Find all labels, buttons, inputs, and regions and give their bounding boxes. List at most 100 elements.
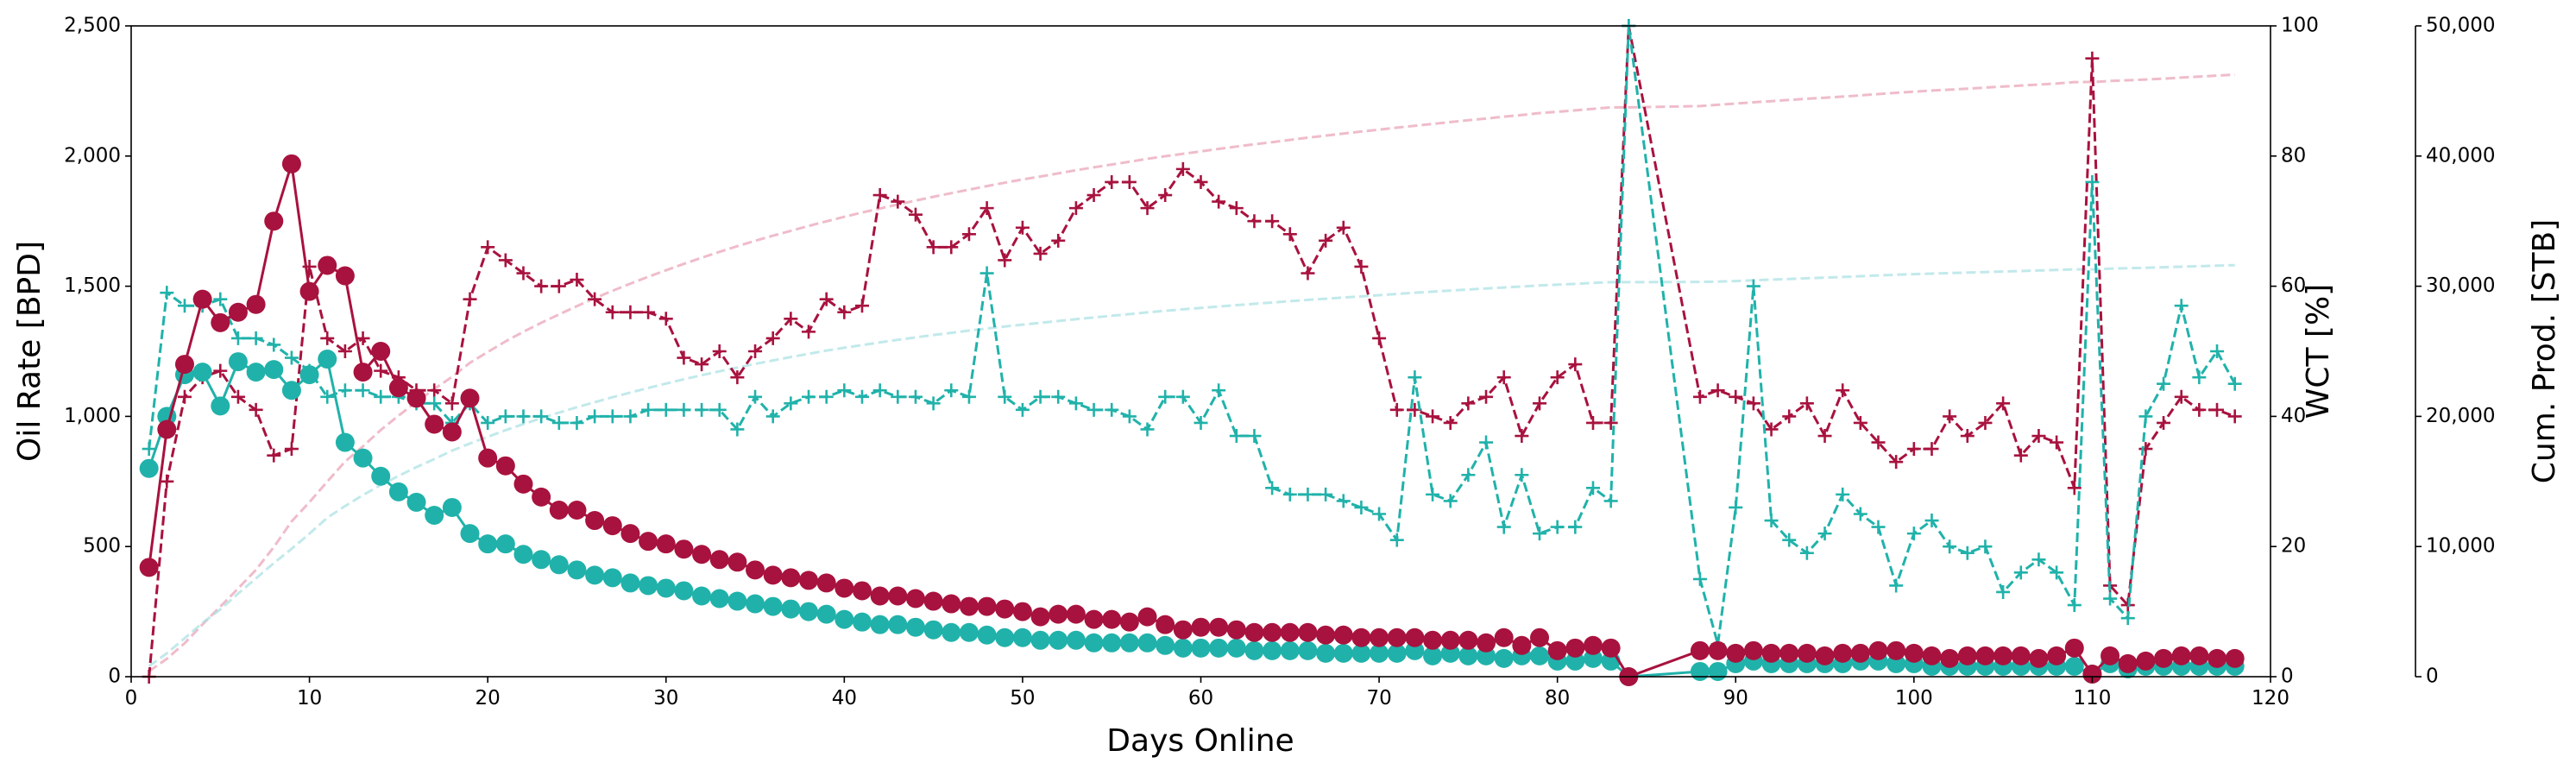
series [142, 19, 2242, 684]
marker [1836, 487, 1850, 501]
marker [513, 545, 533, 564]
marker [2138, 409, 2153, 424]
marker [2120, 611, 2135, 626]
x-tick-label: 0 [125, 687, 138, 709]
marker [620, 573, 640, 593]
marker [835, 578, 854, 598]
marker [1194, 174, 1208, 189]
marker [837, 383, 852, 398]
marker [1336, 220, 1351, 235]
marker [1533, 396, 1547, 411]
marker [2138, 442, 2153, 457]
marker [870, 615, 890, 634]
x-tick-label: 120 [2252, 687, 2289, 709]
marker [267, 448, 281, 463]
marker [1547, 640, 1567, 660]
marker [1710, 383, 1725, 398]
marker [998, 389, 1012, 404]
marker [905, 617, 925, 637]
marker [1015, 402, 1030, 417]
marker [1815, 646, 1835, 665]
marker [139, 458, 159, 478]
marker [1443, 415, 1458, 430]
marker [1122, 409, 1137, 424]
x-tick-label: 10 [297, 687, 322, 709]
marker [1904, 643, 1924, 663]
marker [1351, 627, 1371, 647]
marker [1280, 622, 1300, 642]
y3-axis-label: Cum. Prod. [STB] [2527, 219, 2562, 483]
marker [1405, 640, 1425, 660]
marker [959, 596, 979, 616]
marker [1957, 646, 1977, 665]
y3-tick-label: 20,000 [2426, 405, 2495, 427]
marker [585, 565, 605, 585]
marker [230, 389, 245, 404]
marker [281, 381, 301, 400]
marker [534, 409, 549, 424]
marker [1030, 607, 1050, 627]
marker [2011, 646, 2031, 665]
marker [1012, 602, 1032, 621]
marker [819, 292, 834, 306]
marker [623, 409, 638, 424]
marker [1924, 442, 1939, 457]
marker [1906, 527, 1921, 541]
marker [1387, 643, 1407, 663]
marker [2192, 370, 2207, 385]
marker [926, 240, 941, 255]
marker [2013, 448, 2028, 463]
marker [281, 154, 301, 173]
marker [1477, 633, 1496, 653]
y2-tick-label: 20 [2281, 535, 2306, 558]
marker [656, 578, 676, 598]
marker [1372, 507, 1387, 521]
marker [142, 442, 156, 457]
marker [977, 625, 997, 645]
marker [819, 389, 834, 404]
series-line [148, 163, 2235, 678]
marker [1530, 646, 1550, 665]
marker [1282, 227, 1297, 242]
marker [1049, 630, 1068, 650]
marker [2029, 648, 2049, 668]
marker [641, 305, 656, 319]
marker [2031, 429, 2046, 444]
marker [230, 331, 245, 345]
marker [2050, 565, 2064, 580]
marker [1886, 640, 1906, 660]
marker [335, 266, 355, 286]
marker [139, 558, 159, 577]
marker [532, 487, 551, 507]
marker [406, 492, 426, 512]
marker [1102, 633, 1122, 653]
marker [944, 383, 959, 398]
marker [677, 402, 691, 417]
marker [1461, 396, 1476, 411]
series [139, 350, 2245, 686]
marker [1175, 161, 1190, 176]
marker [1690, 661, 1710, 681]
marker [567, 560, 587, 580]
marker [1209, 638, 1229, 658]
marker [213, 363, 228, 378]
marker [1530, 627, 1550, 647]
marker [2227, 376, 2242, 391]
marker [961, 227, 976, 242]
marker [2064, 638, 2084, 658]
marker [784, 312, 798, 326]
marker [1426, 409, 1440, 424]
marker [1354, 259, 1369, 274]
marker [444, 396, 459, 411]
marker [709, 550, 729, 570]
y2-tick-label: 100 [2281, 15, 2319, 37]
marker [799, 571, 819, 590]
marker [1119, 633, 1139, 653]
y-axis-label: Oil Rate [BPD] [12, 241, 47, 462]
marker [427, 396, 442, 411]
marker [1298, 622, 1318, 642]
marker [1298, 640, 1318, 660]
marker [1051, 233, 1066, 248]
marker [1212, 383, 1226, 398]
marker [1978, 415, 1993, 430]
